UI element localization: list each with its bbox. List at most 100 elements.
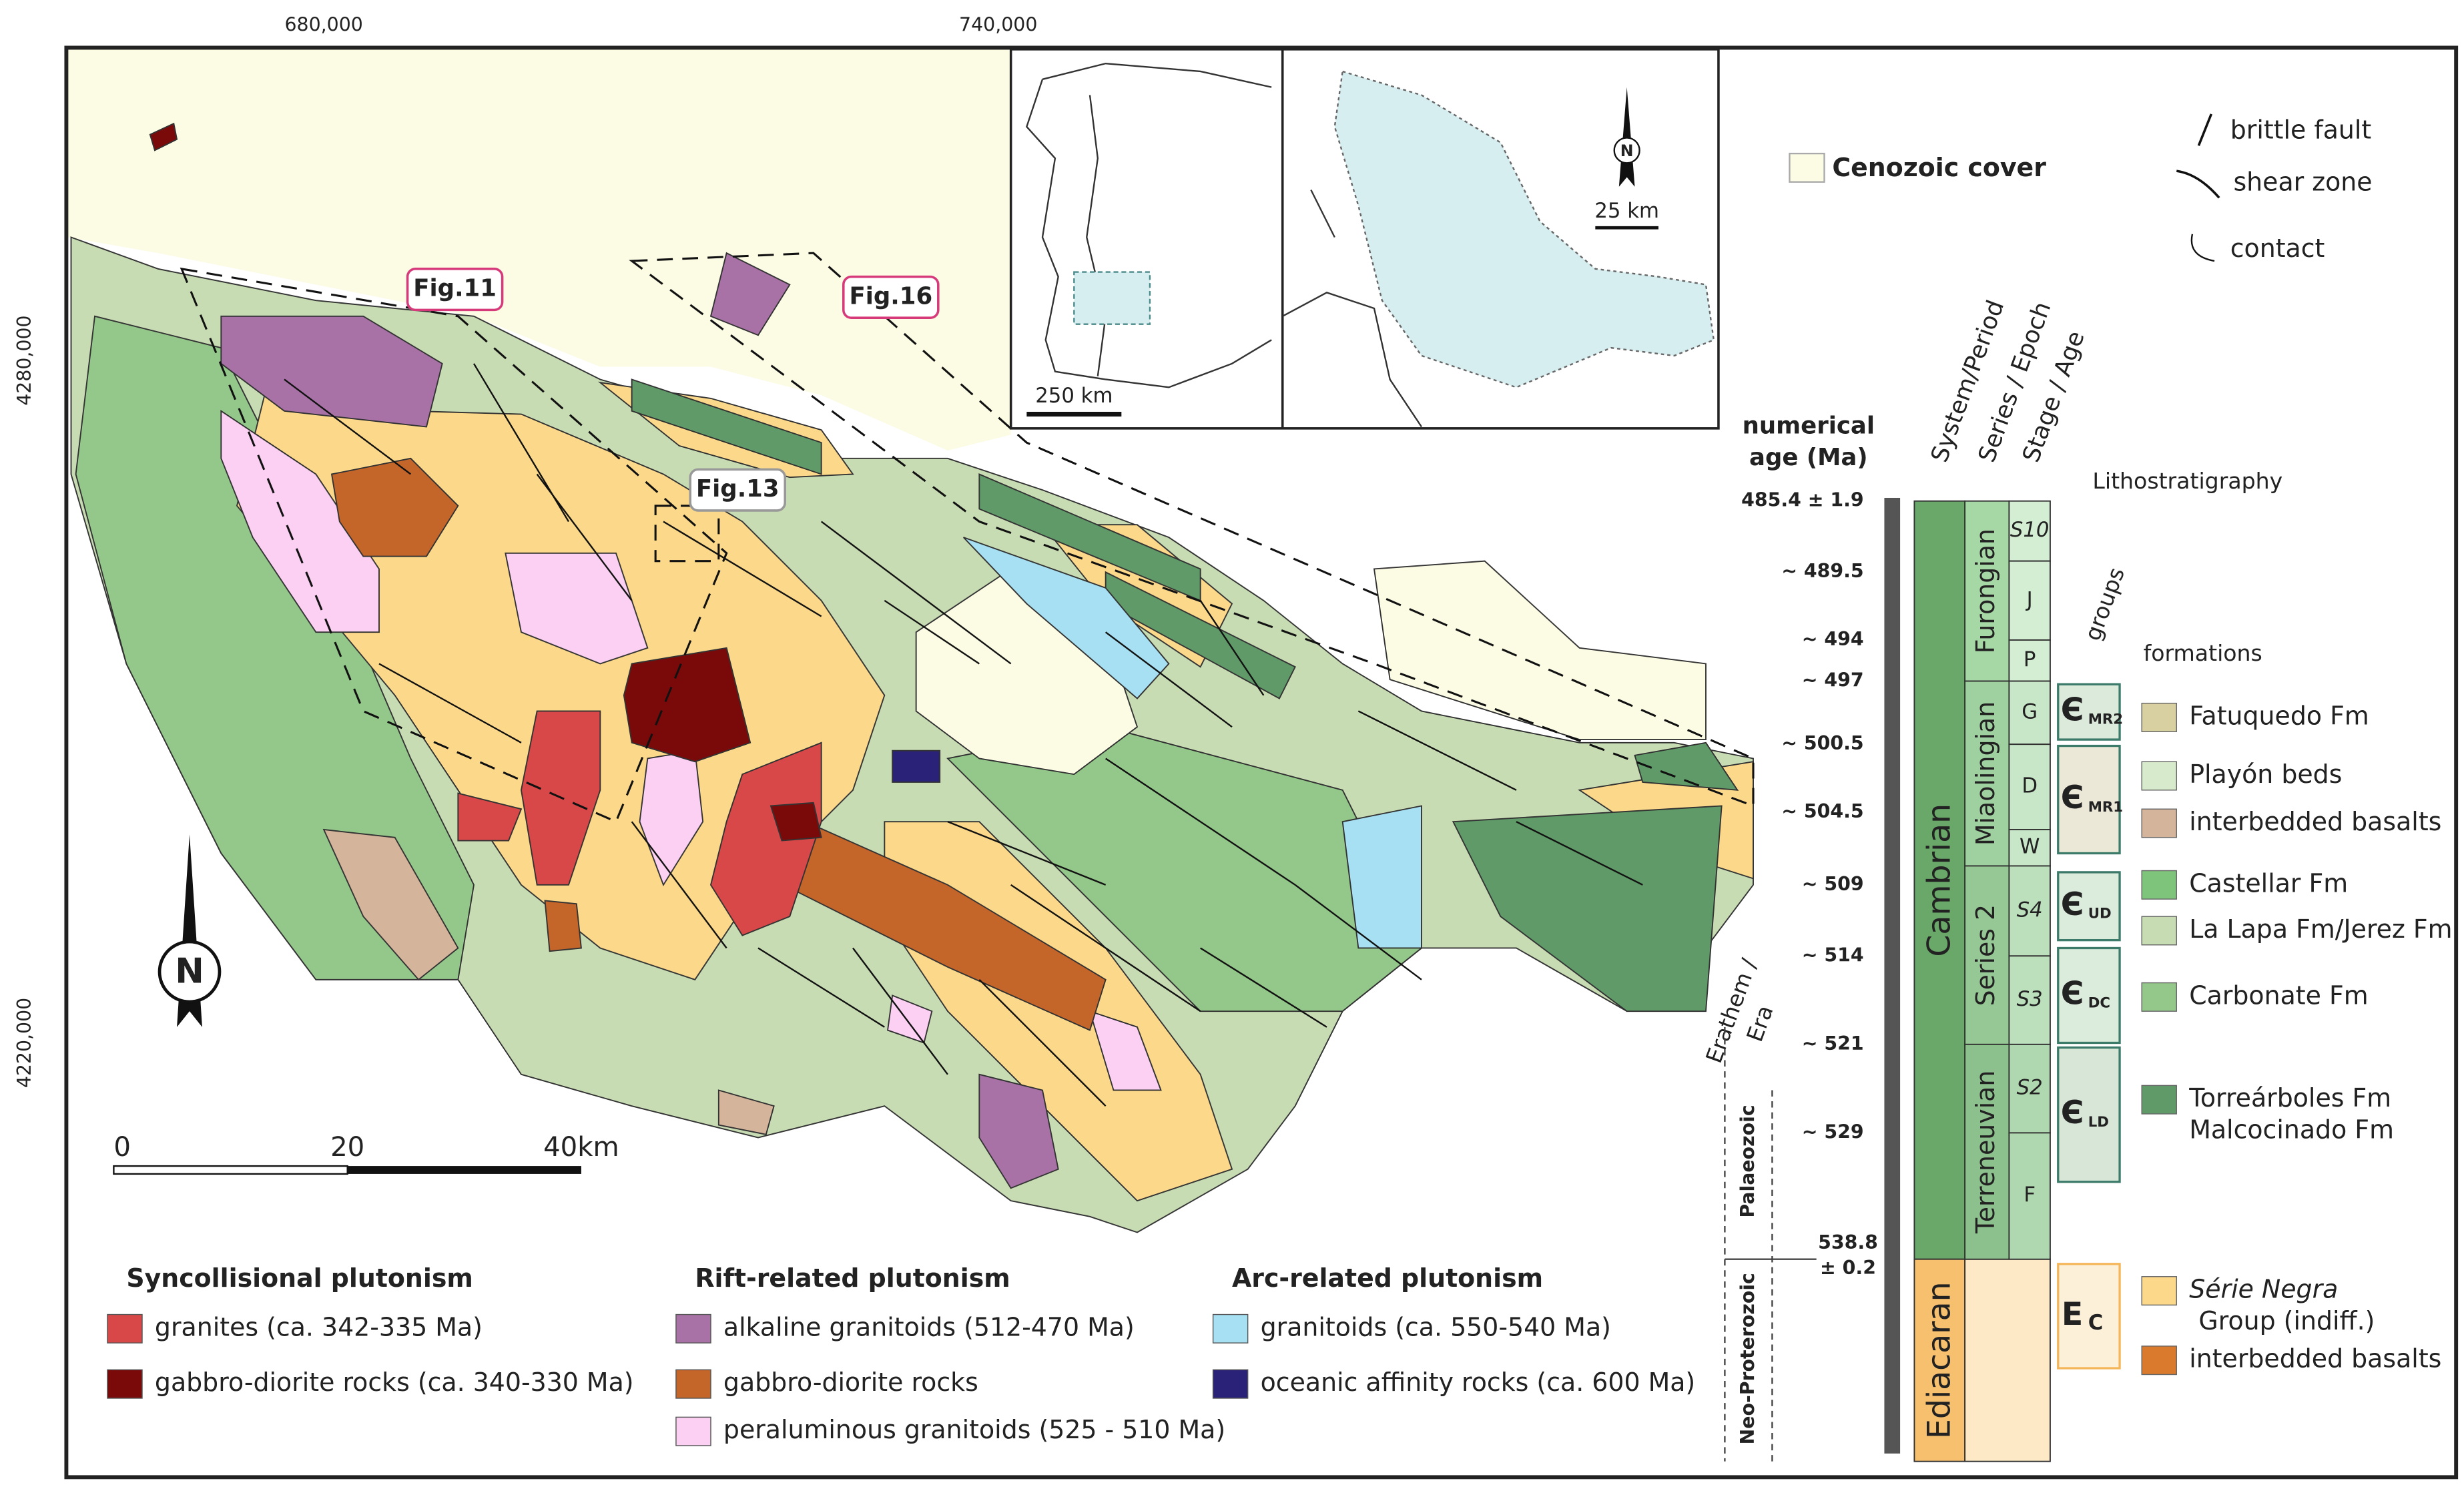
torrearboles xyxy=(1634,741,1739,791)
label: P xyxy=(2024,647,2036,671)
formation-label: Castellar Fm xyxy=(2189,868,2348,898)
figure-tag-box xyxy=(406,268,504,312)
contact-symbol xyxy=(2190,234,2215,262)
label: 4220,000 xyxy=(13,998,35,1088)
fault xyxy=(820,521,1012,665)
fault xyxy=(536,473,633,601)
label: ± 0.2 xyxy=(1820,1257,1876,1279)
group-symbol: E xyxy=(2062,1296,2083,1333)
formation-label: interbedded basalts xyxy=(2189,807,2441,836)
legend-label: peraluminous granitoids (525 - 510 Ma) xyxy=(723,1415,1225,1444)
map xyxy=(67,49,1755,1233)
group-symbol: Є xyxy=(2061,692,2084,729)
label: 25 km xyxy=(1594,199,1659,223)
carbonate xyxy=(946,726,1423,1012)
figure-tag-box xyxy=(842,275,940,319)
label: 4280,000 xyxy=(13,315,35,405)
label: S10 xyxy=(2010,518,2050,542)
group-subscript: MR2 xyxy=(2088,711,2123,728)
stage-cell xyxy=(2008,744,2051,830)
label: Terreneuvian xyxy=(1971,1071,2000,1234)
legend-heading: Rift-related plutonism xyxy=(695,1263,1010,1293)
group-box xyxy=(2057,946,2121,1045)
fault xyxy=(757,947,885,1028)
label: N xyxy=(1620,141,1634,160)
formation-label: La Lapa Fm/Jerez Fm xyxy=(2189,914,2452,944)
label: Palaeozoic xyxy=(1737,1105,1759,1217)
label: contact xyxy=(2230,234,2325,263)
fault xyxy=(1199,600,1265,696)
fault xyxy=(1105,631,1233,728)
peraluminous xyxy=(1089,1010,1162,1091)
stage-cell xyxy=(2008,865,2051,957)
north-label: N xyxy=(175,951,204,991)
gabbro-syn xyxy=(149,122,178,152)
formation-swatch xyxy=(2141,1276,2177,1306)
label: age (Ma) xyxy=(1749,444,1868,471)
legend-label: granites (ca. 342-335 Ma) xyxy=(155,1312,483,1342)
group-subscript: DC xyxy=(2088,994,2110,1011)
fault xyxy=(631,821,727,949)
inset-north-circle xyxy=(1613,137,1640,164)
fault xyxy=(1010,884,1201,1012)
north-circle xyxy=(158,940,222,1004)
label: 538.8 xyxy=(1818,1231,1878,1253)
formation-swatch xyxy=(2141,870,2177,900)
basalt xyxy=(322,828,459,981)
fault xyxy=(1294,884,1422,980)
cover-swatch xyxy=(1789,152,1825,183)
stage-cell xyxy=(2008,680,2051,746)
study-area xyxy=(1333,70,1715,388)
torrearboles xyxy=(1452,805,1723,1012)
system-cell xyxy=(1913,500,1966,1260)
granite xyxy=(457,792,523,842)
oceanic-rocks xyxy=(892,750,941,783)
legend-swatch xyxy=(675,1369,711,1399)
figure-tag: Fig.16 xyxy=(849,282,932,310)
stage-cell xyxy=(2008,829,2051,867)
label: Series 2 xyxy=(1971,904,2000,1006)
stage-cell xyxy=(2008,560,2051,641)
system-cell xyxy=(1913,1258,1966,1462)
age-label: ~ 494 xyxy=(1802,628,1864,650)
legend-heading: Arc-related plutonism xyxy=(1232,1263,1543,1293)
age-label: ~ 504.5 xyxy=(1781,800,1863,822)
label: W xyxy=(2020,835,2040,859)
fault xyxy=(1105,758,1296,886)
label: Furongian xyxy=(1971,529,2000,653)
fault xyxy=(663,521,822,617)
formation-swatch xyxy=(2141,1346,2177,1376)
formation-swatch xyxy=(2141,808,2177,838)
fault xyxy=(284,378,412,475)
group-box xyxy=(2057,1046,2121,1183)
formation-label: Fatuquedo Fm xyxy=(2189,701,2369,730)
age-label: ~ 529 xyxy=(1802,1121,1864,1143)
scale-bar-white xyxy=(113,1165,348,1175)
scale-bar-black xyxy=(347,1166,581,1174)
label: S4 xyxy=(2017,898,2043,922)
legend-swatch xyxy=(1212,1313,1249,1344)
label: brittle fault xyxy=(2230,115,2372,144)
label: Cambrian xyxy=(1921,804,1958,957)
legend-swatch xyxy=(107,1313,143,1344)
label: S2 xyxy=(2017,1076,2043,1100)
age-label: ~ 500.5 xyxy=(1781,732,1863,754)
legend-label: oceanic affinity rocks (ca. 600 Ma) xyxy=(1261,1368,1696,1397)
ediacaran-fill xyxy=(1964,1258,2051,1462)
age-label: ~ 489.5 xyxy=(1781,560,1863,582)
group-box xyxy=(2057,683,2121,741)
legend-swatch xyxy=(675,1416,711,1446)
alkaline xyxy=(709,252,791,336)
group-subscript: MR1 xyxy=(2088,799,2123,816)
figure-tag: Fig.13 xyxy=(696,475,780,503)
fault xyxy=(978,978,1107,1107)
age-label: ~ 509 xyxy=(1802,873,1864,895)
formation-label: Carbonate Fm xyxy=(2189,980,2368,1010)
label: Miaolingian xyxy=(1971,701,2000,846)
group-box xyxy=(2057,1263,2121,1370)
arc-granitoid xyxy=(962,537,1170,699)
label: 680,000 xyxy=(284,13,362,35)
frame xyxy=(64,45,2459,1480)
